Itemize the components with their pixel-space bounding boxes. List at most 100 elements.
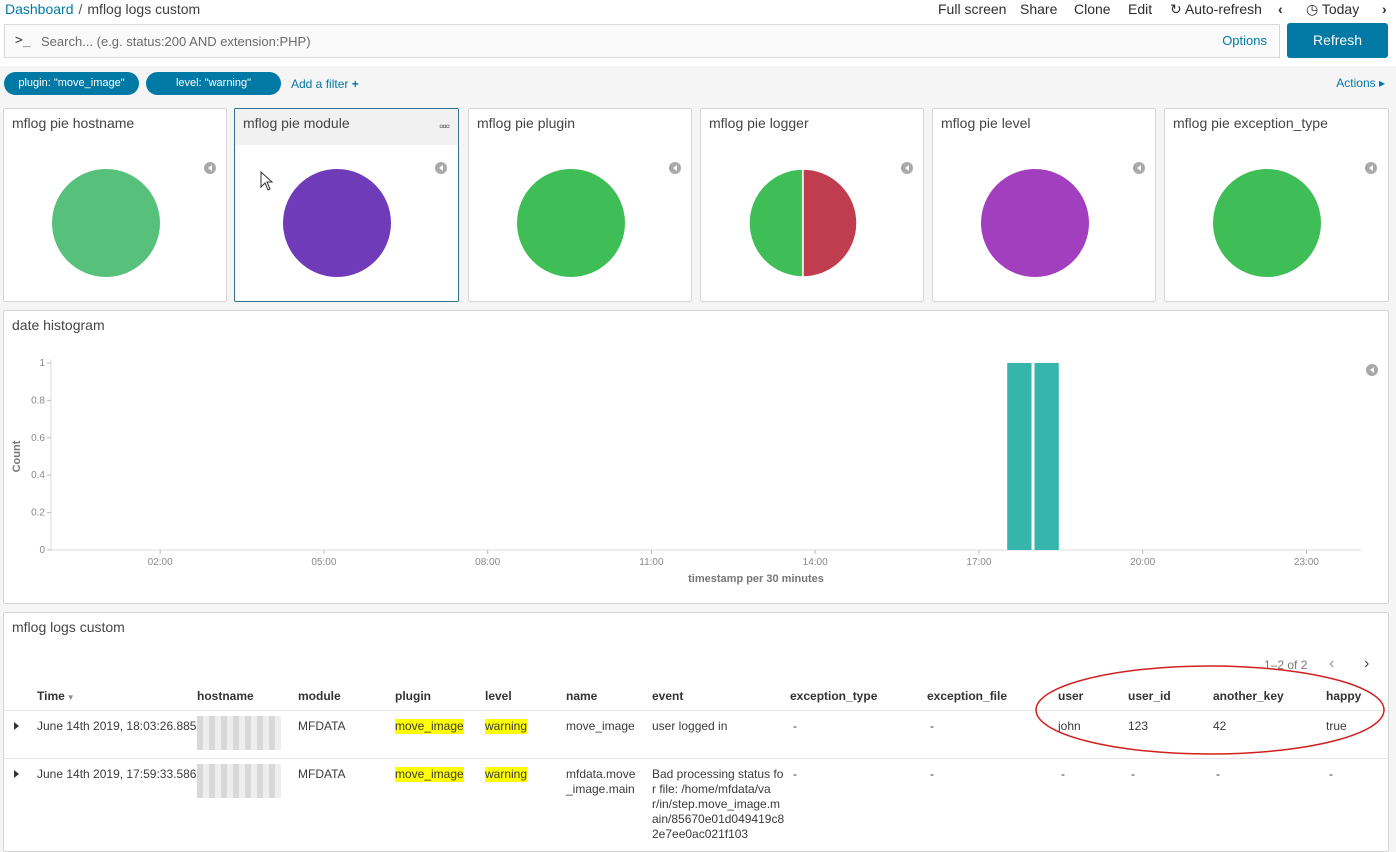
- y-tick-label: 0.8: [31, 395, 45, 406]
- refresh-icon: ↻: [1170, 1, 1182, 17]
- row-divider: [4, 758, 1388, 759]
- panel-title: mflog pie level: [941, 115, 1031, 131]
- cell-exception-file: -: [930, 767, 934, 781]
- pie-slice: [52, 169, 160, 277]
- breadcrumb-dashboard-link[interactable]: Dashboard: [5, 1, 74, 17]
- histogram-bar: [1007, 363, 1032, 550]
- filter-pill-level[interactable]: level: "warning": [146, 72, 281, 95]
- histogram-bar: [1034, 363, 1059, 550]
- cell-level: warning: [485, 767, 528, 782]
- column-header-time[interactable]: Time ▼: [37, 689, 75, 703]
- cell-time: June 14th 2019, 17:59:33.586: [37, 767, 197, 781]
- filter-bar: plugin: "move_image" level: "warning" Ad…: [0, 66, 1396, 102]
- add-filter-link[interactable]: Add a filter +: [291, 77, 359, 91]
- column-header-user[interactable]: user: [1058, 689, 1084, 703]
- fullscreen-button[interactable]: Full screen: [938, 1, 1007, 17]
- y-axis-label: Count: [11, 440, 23, 472]
- expand-row-icon[interactable]: [14, 722, 19, 730]
- cell-hostname-redacted: [197, 716, 281, 750]
- cell-event-line: r/in/step.move_image.m: [652, 797, 781, 811]
- x-tick-label: 14:00: [803, 557, 828, 568]
- pie-slice: [802, 168, 858, 278]
- column-header-label: Time: [37, 689, 65, 703]
- column-header-event[interactable]: event: [652, 689, 684, 703]
- pie-chart: [1213, 169, 1321, 277]
- cell-event-line: ain/85670e01d049419c8: [652, 812, 785, 826]
- legend-toggle-icon[interactable]: [1133, 162, 1145, 174]
- top-bar: Dashboard / mflog logs custom Full screen …: [0, 0, 1396, 20]
- cell-plugin: move_image: [395, 767, 464, 782]
- panel-title: mflog pie module: [243, 115, 350, 131]
- cell-name-line: _image.main: [566, 782, 635, 796]
- pie-chart: [283, 169, 391, 277]
- cell-user: john: [1058, 719, 1081, 733]
- pie-slice: [981, 169, 1089, 277]
- legend-toggle-icon[interactable]: [901, 162, 913, 174]
- cell-user-id: -: [1131, 767, 1135, 781]
- cell-user-id: 123: [1128, 719, 1149, 733]
- refresh-button[interactable]: Refresh: [1287, 23, 1388, 58]
- column-header-hostname[interactable]: hostname: [197, 689, 254, 703]
- y-tick-label: 0.6: [31, 433, 45, 444]
- options-link[interactable]: Options: [1222, 33, 1267, 48]
- column-header-user-id[interactable]: user_id: [1128, 689, 1171, 703]
- pie-slice: [283, 169, 391, 277]
- pie-chart: [52, 169, 160, 277]
- legend-toggle-icon[interactable]: [669, 162, 681, 174]
- time-picker-button[interactable]: ◷ Today: [1306, 0, 1359, 18]
- column-header-happy[interactable]: happy: [1326, 689, 1362, 703]
- expand-row-icon[interactable]: [14, 770, 19, 778]
- panel-pie-module: mflog pie module ▫▫▫: [234, 108, 459, 302]
- panel-menu-icon[interactable]: ▫▫▫: [439, 119, 450, 133]
- column-header-level[interactable]: level: [485, 689, 512, 703]
- legend-toggle-icon[interactable]: [1366, 364, 1378, 376]
- legend-toggle-icon[interactable]: [1365, 162, 1377, 174]
- query-prompt-icon: >_: [15, 33, 31, 48]
- sort-down-icon: ▼: [66, 693, 75, 702]
- time-back-button[interactable]: ‹: [1278, 1, 1283, 17]
- column-header-name[interactable]: name: [566, 689, 598, 703]
- prev-page-icon[interactable]: ‹: [1329, 655, 1335, 672]
- cell-level: warning: [485, 719, 528, 734]
- panel-pie-level: mflog pie level: [932, 108, 1156, 302]
- filter-pill-plugin[interactable]: plugin: "move_image": [4, 72, 139, 95]
- time-picker-label: Today: [1321, 1, 1360, 17]
- cell-happy: true: [1326, 719, 1347, 733]
- legend-toggle-icon[interactable]: [435, 162, 447, 174]
- cell-module: MFDATA: [298, 767, 346, 781]
- legend-toggle-icon[interactable]: [204, 162, 216, 174]
- cell-event-line: r file: /home/mfdata/va: [652, 782, 771, 796]
- panel-title: mflog pie exception_type: [1173, 115, 1328, 131]
- mouse-cursor-icon: [260, 171, 274, 191]
- column-header-exception-type[interactable]: exception_type: [790, 689, 878, 703]
- auto-refresh-label: Auto-refresh: [1184, 1, 1262, 17]
- x-tick-label: 05:00: [311, 557, 336, 568]
- share-button[interactable]: Share: [1020, 1, 1058, 17]
- time-forward-button[interactable]: ›: [1382, 1, 1387, 17]
- cell-name: move_image: [566, 719, 635, 733]
- pie-slice: [748, 168, 804, 278]
- panel-title: mflog pie plugin: [477, 115, 576, 131]
- edit-button[interactable]: Edit: [1128, 1, 1153, 17]
- auto-refresh-button[interactable]: ↻ Auto-refresh: [1170, 0, 1262, 18]
- pie-slice: [1213, 169, 1321, 277]
- actions-link[interactable]: Actions ▸: [1336, 76, 1385, 90]
- x-tick-label: 20:00: [1130, 557, 1155, 568]
- y-tick-label: 0: [39, 545, 45, 556]
- column-header-plugin[interactable]: plugin: [395, 689, 431, 703]
- y-tick-label: 1: [39, 358, 45, 369]
- clone-button[interactable]: Clone: [1074, 1, 1111, 17]
- cell-another-key: 42: [1213, 719, 1227, 733]
- panel-title: mflog pie logger: [709, 115, 809, 131]
- column-header-module[interactable]: module: [298, 689, 341, 703]
- histogram-chart: 0 0.2 0.4 0.6 0.8 1 02:00 05:00 08:00 11:00 14:00 1…: [11, 358, 1361, 585]
- y-tick-label: 0.4: [31, 470, 45, 481]
- column-header-another-key[interactable]: another_key: [1213, 689, 1284, 703]
- next-page-icon[interactable]: ›: [1364, 655, 1370, 672]
- pie-chart: [981, 169, 1089, 277]
- cell-event: Bad processing status fo r file: /home/m…: [652, 767, 784, 842]
- column-header-exception-file[interactable]: exception_file: [927, 689, 1008, 703]
- search-input[interactable]: [39, 31, 1189, 51]
- pie-slice: [517, 169, 625, 277]
- cell-event-line: 2e7ee0ac021f103: [652, 827, 749, 841]
